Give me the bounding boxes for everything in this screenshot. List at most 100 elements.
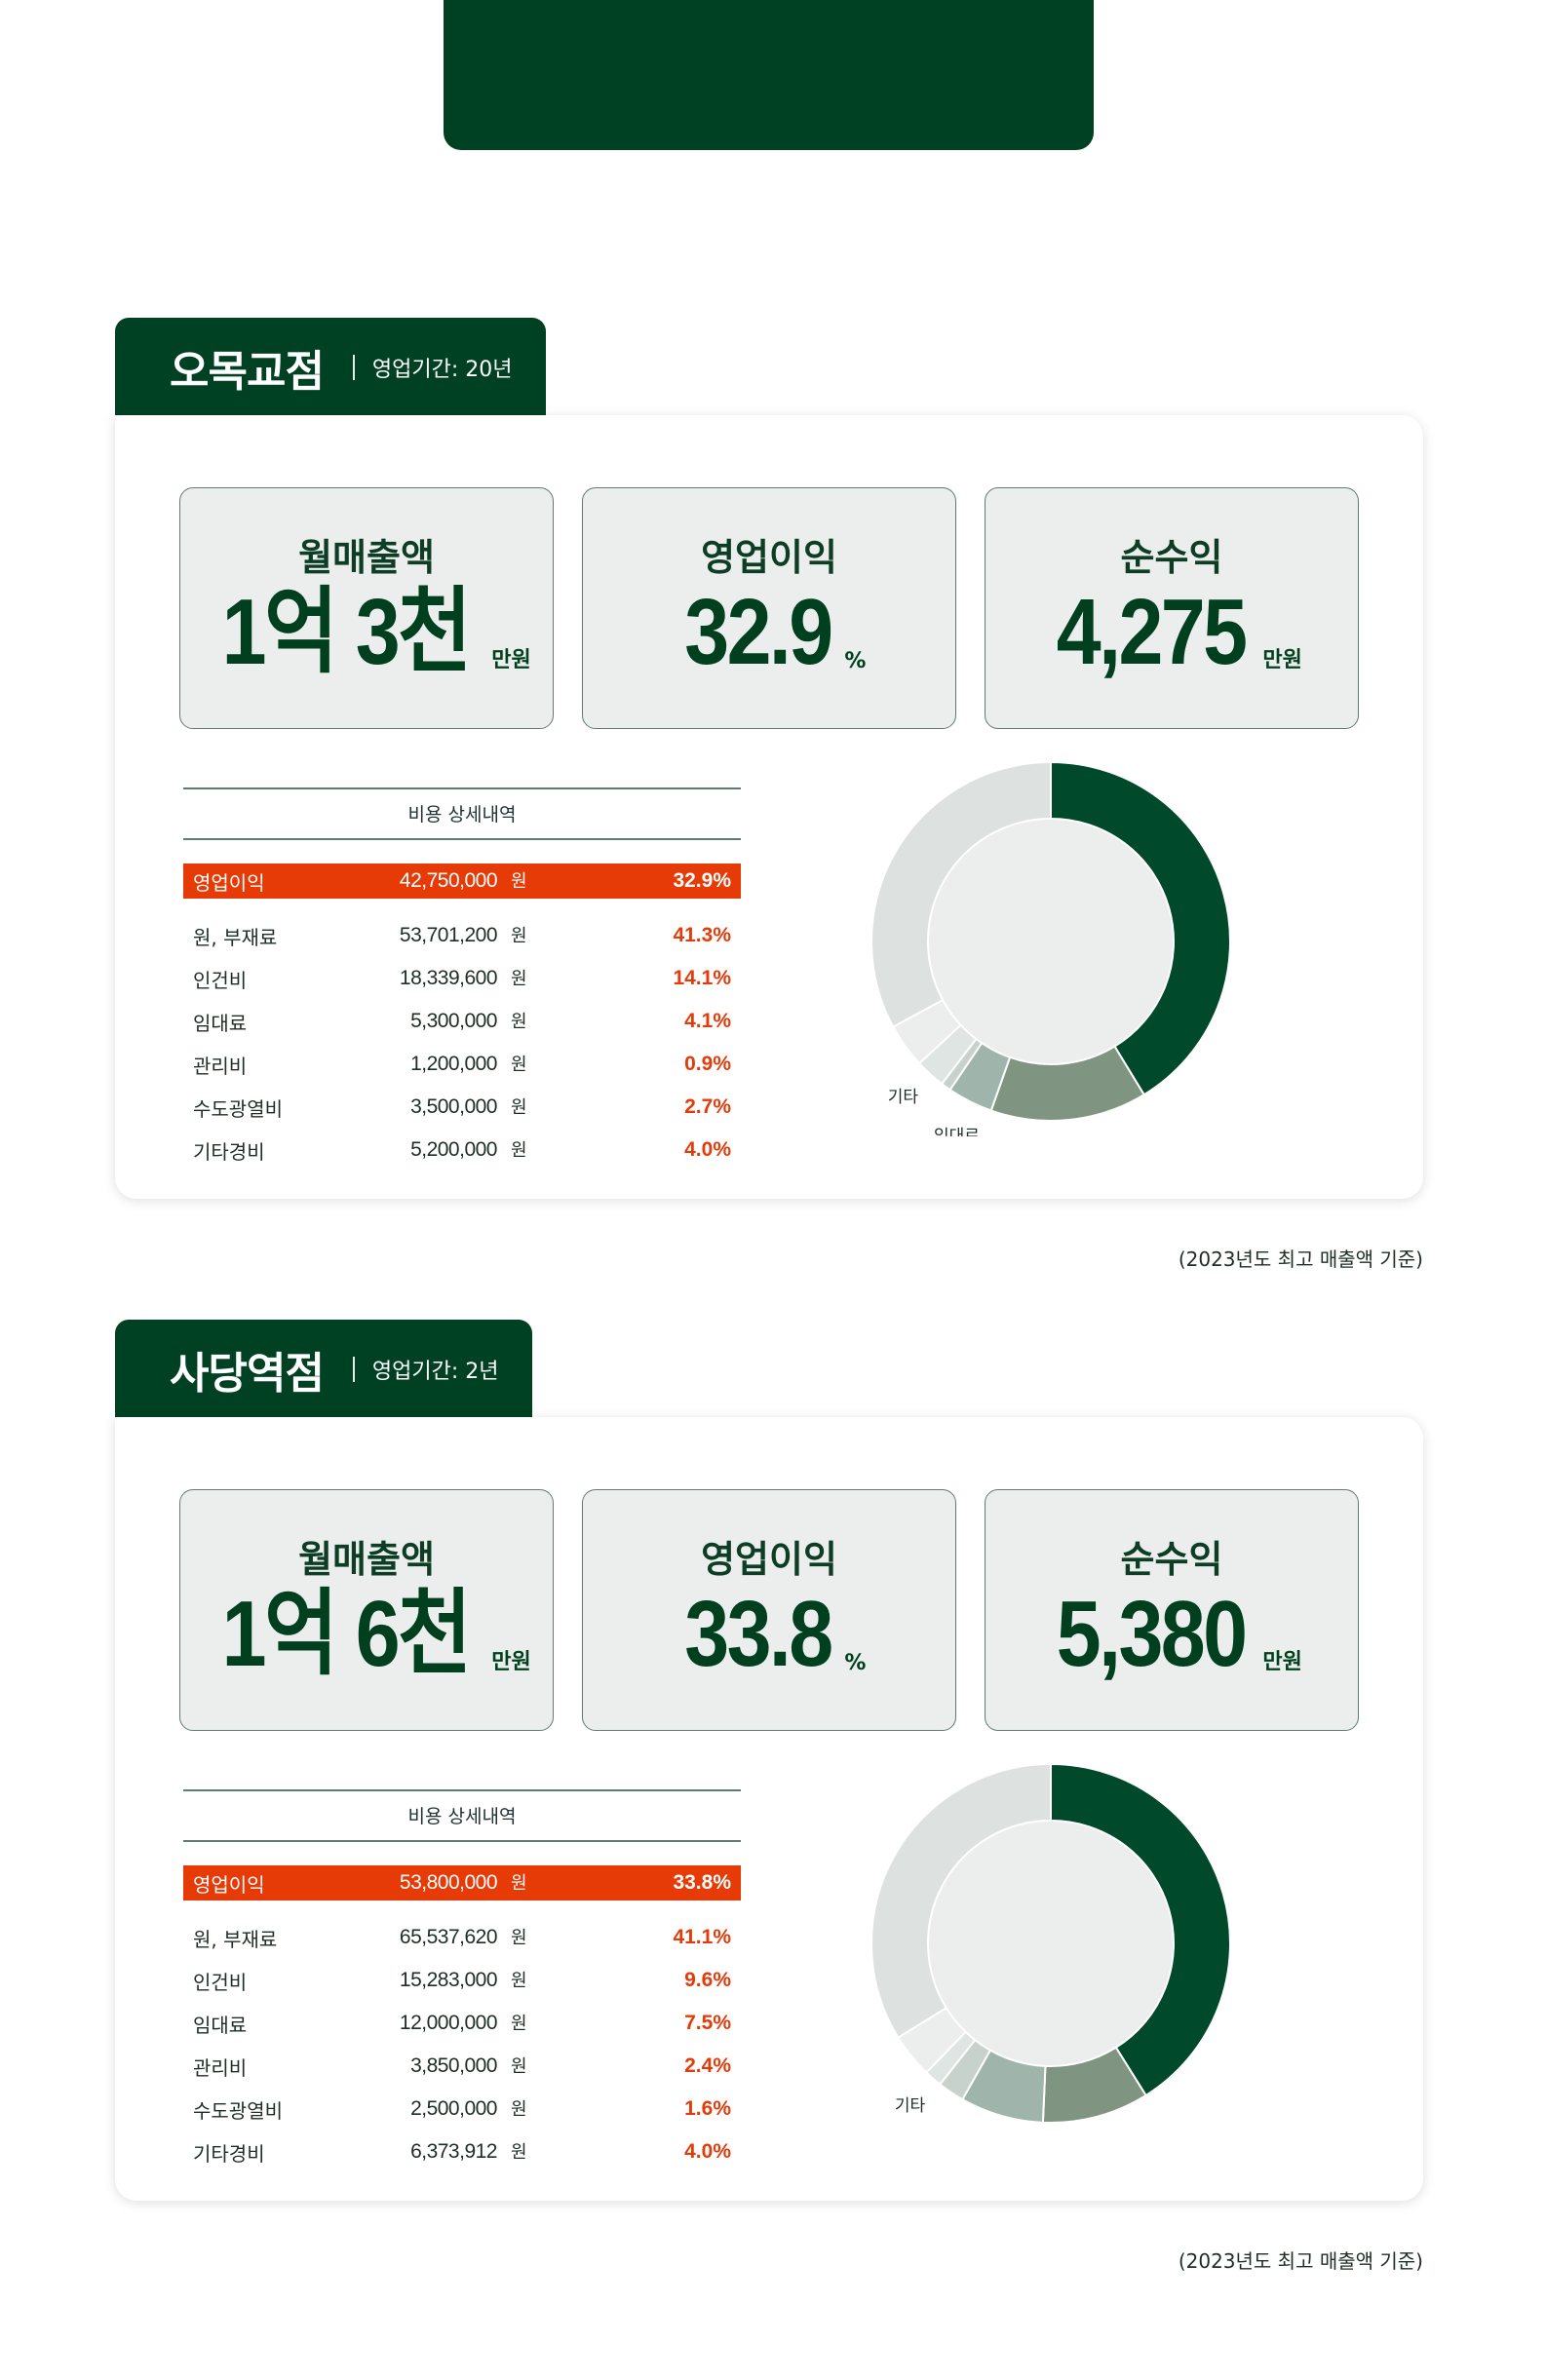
cost-percent: 4.1% bbox=[684, 1010, 731, 1032]
cost-amount: 5,200,000 bbox=[410, 1138, 497, 1161]
cost-row-highlight: 영업이익 42,750,000 원 32.9% bbox=[183, 864, 741, 899]
cost-percent: 4.0% bbox=[684, 1138, 731, 1161]
cost-row: 관리비 1,200,000 원 0.9% bbox=[183, 1047, 741, 1082]
cost-amount: 1,200,000 bbox=[410, 1053, 497, 1075]
store-name: 사당역점 bbox=[170, 1349, 325, 1399]
cost-row: 관리비 3,850,000 원 2.4% bbox=[183, 2049, 741, 2084]
kpi-unit: 만원 bbox=[1262, 648, 1302, 672]
cost-percent: 41.3% bbox=[673, 924, 731, 946]
currency-unit: 원 bbox=[511, 1928, 527, 1948]
store-section-omokgyo: 오목교점 영업기간: 20년 월매출액 1억 3천 만원 영업이익 32.9 %… bbox=[115, 318, 1423, 1271]
store-card: 월매출액 1억 3천 만원 영업이익 32.9 % 순수익 4,275 만원 비… bbox=[115, 415, 1423, 1199]
top-banner bbox=[444, 0, 1094, 150]
kpi-label: 월매출액 bbox=[298, 1538, 435, 1581]
cost-percent: 4.0% bbox=[684, 2140, 731, 2163]
kpi-value: 32.9 bbox=[683, 580, 833, 684]
donut-hole bbox=[929, 820, 1173, 1063]
donut-slice bbox=[1050, 1762, 1231, 2097]
cost-row: 기타경비 5,200,000 원 4.0% bbox=[183, 1132, 741, 1168]
currency-unit: 원 bbox=[511, 1873, 527, 1894]
store-period: 영업기간: 2년 bbox=[371, 1360, 499, 1384]
cost-percent: 0.9% bbox=[684, 1053, 731, 1075]
store-tab: 오목교점 영업기간: 20년 bbox=[115, 318, 546, 417]
table-rule-bottom bbox=[183, 1840, 741, 1842]
currency-unit: 원 bbox=[511, 926, 527, 946]
cost-amount: 53,701,200 bbox=[399, 924, 498, 946]
donut-slice bbox=[870, 1762, 1052, 2040]
cost-amount: 12,000,000 bbox=[399, 2012, 498, 2034]
cost-row: 수도광열비 2,500,000 원 1.6% bbox=[183, 2092, 741, 2127]
kpi-label: 월매출액 bbox=[298, 536, 435, 579]
store-section-sadang: 사당역점 영업기간: 2년 월매출액 1억 6천 만원 영업이익 33.8 % … bbox=[115, 1320, 1423, 2273]
footnote: (2023년도 최고 매출액 기준) bbox=[1178, 1248, 1423, 1271]
cost-amount: 18,339,600 bbox=[399, 967, 498, 989]
cost-item-name: 관리비 bbox=[193, 1055, 248, 1078]
footnote: (2023년도 최고 매출액 기준) bbox=[1178, 2249, 1423, 2273]
cost-amount: 53,800,000 bbox=[399, 1871, 498, 1894]
kpi-value: 5,380 bbox=[1056, 1582, 1248, 1686]
donut-label: 임대료 bbox=[934, 1127, 980, 1136]
kpi-value: 4,275 bbox=[1056, 580, 1248, 684]
cost-item-name: 임대료 bbox=[193, 1012, 248, 1035]
kpi-unit: 만원 bbox=[491, 1650, 531, 1674]
kpi-monthly-sales: 월매출액 1억 6천 만원 bbox=[179, 1489, 554, 1731]
table-rule-top bbox=[183, 787, 741, 789]
cost-item-name: 원, 부재료 bbox=[193, 1928, 278, 1951]
kpi-operating-profit: 영업이익 33.8 % bbox=[582, 1489, 956, 1731]
cost-row: 수도광열비 3,500,000 원 2.7% bbox=[183, 1090, 741, 1125]
currency-unit: 원 bbox=[511, 2014, 527, 2034]
kpi-label: 순수익 bbox=[1120, 536, 1223, 579]
divider bbox=[352, 1357, 355, 1382]
store-card: 월매출액 1억 6천 만원 영업이익 33.8 % 순수익 5,380 만원 비… bbox=[115, 1417, 1423, 2201]
cost-donut-chart: 원, 부재료인건비임대료기타 bbox=[870, 760, 1231, 1136]
cost-item-name: 기타경비 bbox=[193, 1140, 265, 1164]
cost-item-name: 영업이익 bbox=[193, 1873, 265, 1897]
kpi-label: 영업이익 bbox=[701, 1538, 837, 1581]
donut-hole bbox=[929, 1822, 1173, 2065]
donut-slice bbox=[1050, 760, 1231, 1096]
cost-item-name: 수도광열비 bbox=[193, 2099, 283, 2123]
cost-row: 인건비 15,283,000 원 9.6% bbox=[183, 1963, 741, 1998]
kpi-monthly-sales: 월매출액 1억 3천 만원 bbox=[179, 487, 554, 729]
kpi-value: 33.8 bbox=[683, 1582, 833, 1686]
donut-slice bbox=[870, 760, 1052, 1028]
cost-row: 임대료 12,000,000 원 7.5% bbox=[183, 2006, 741, 2041]
cost-percent: 14.1% bbox=[673, 967, 731, 989]
store-name: 오목교점 bbox=[170, 347, 325, 397]
cost-amount: 42,750,000 bbox=[399, 869, 498, 892]
divider bbox=[352, 355, 355, 380]
cost-row: 인건비 18,339,600 원 14.1% bbox=[183, 961, 741, 996]
currency-unit: 원 bbox=[511, 1140, 527, 1161]
kpi-unit: 만원 bbox=[491, 648, 531, 672]
cost-amount: 15,283,000 bbox=[399, 1969, 498, 1991]
currency-unit: 원 bbox=[511, 1055, 527, 1075]
store-tab: 사당역점 영업기간: 2년 bbox=[115, 1320, 532, 1419]
cost-amount: 2,500,000 bbox=[410, 2097, 497, 2120]
cost-item-name: 임대료 bbox=[193, 2014, 248, 2037]
cost-row: 임대료 5,300,000 원 4.1% bbox=[183, 1004, 741, 1039]
kpi-operating-profit: 영업이익 32.9 % bbox=[582, 487, 956, 729]
currency-unit: 원 bbox=[511, 2056, 527, 2077]
store-period: 영업기간: 20년 bbox=[371, 358, 513, 382]
cost-table-title: 비용 상세내역 bbox=[407, 1806, 517, 1827]
cost-percent: 7.5% bbox=[684, 2012, 731, 2034]
cost-item-name: 관리비 bbox=[193, 2056, 248, 2080]
cost-percent: 33.8% bbox=[673, 1871, 731, 1894]
cost-donut-chart: 원, 부재료인건비임대료기타 bbox=[870, 1762, 1231, 2124]
table-rule-top bbox=[183, 1789, 741, 1791]
cost-item-name: 원, 부재료 bbox=[193, 926, 278, 949]
kpi-label: 영업이익 bbox=[701, 536, 837, 579]
kpi-net-profit: 순수익 5,380 만원 bbox=[985, 1489, 1359, 1731]
currency-unit: 원 bbox=[511, 2099, 527, 2120]
currency-unit: 원 bbox=[511, 969, 527, 989]
cost-percent: 2.7% bbox=[684, 1095, 731, 1118]
cost-row: 기타경비 6,373,912 원 4.0% bbox=[183, 2134, 741, 2169]
cost-item-name: 인건비 bbox=[193, 969, 248, 992]
cost-row: 원, 부재료 65,537,620 원 41.1% bbox=[183, 1920, 741, 1955]
cost-amount: 6,373,912 bbox=[410, 2140, 497, 2163]
currency-unit: 원 bbox=[511, 1097, 527, 1118]
cost-amount: 3,500,000 bbox=[410, 1095, 497, 1118]
cost-item-name: 인건비 bbox=[193, 1971, 248, 1994]
currency-unit: 원 bbox=[511, 871, 527, 892]
kpi-label: 순수익 bbox=[1120, 1538, 1223, 1581]
